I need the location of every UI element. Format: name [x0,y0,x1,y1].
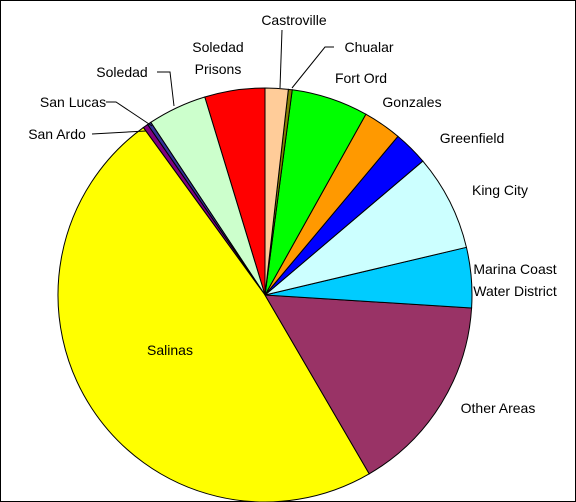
leader-line [279,29,283,89]
slice-label: King City [471,182,529,198]
slice-label: Marina Coast Water District [473,261,557,299]
slice-label: Gonzales [382,94,442,110]
slice-label: Greenfield [439,130,505,146]
slice-label: Soledad Prisons [192,39,244,77]
leader-lines [91,29,334,135]
slice-label: San Lucas [39,94,107,110]
pie-slice [264,160,468,296]
leader-line [91,130,147,135]
pie-slice [264,294,473,475]
slice-label: San Ardo [28,126,86,142]
pie-slice [264,87,289,296]
slice-label: Castroville [261,12,327,28]
slice-label: Other Areas [460,400,536,416]
leader-line [106,101,153,127]
leader-line [291,46,334,89]
slice-label: Soledad [96,64,148,80]
pie-slice [57,126,370,502]
slice-label: Chualar [344,39,394,55]
slice-label: Fort Ord [334,70,388,86]
leader-line [157,71,175,107]
slice-label: Salinas [147,342,193,358]
